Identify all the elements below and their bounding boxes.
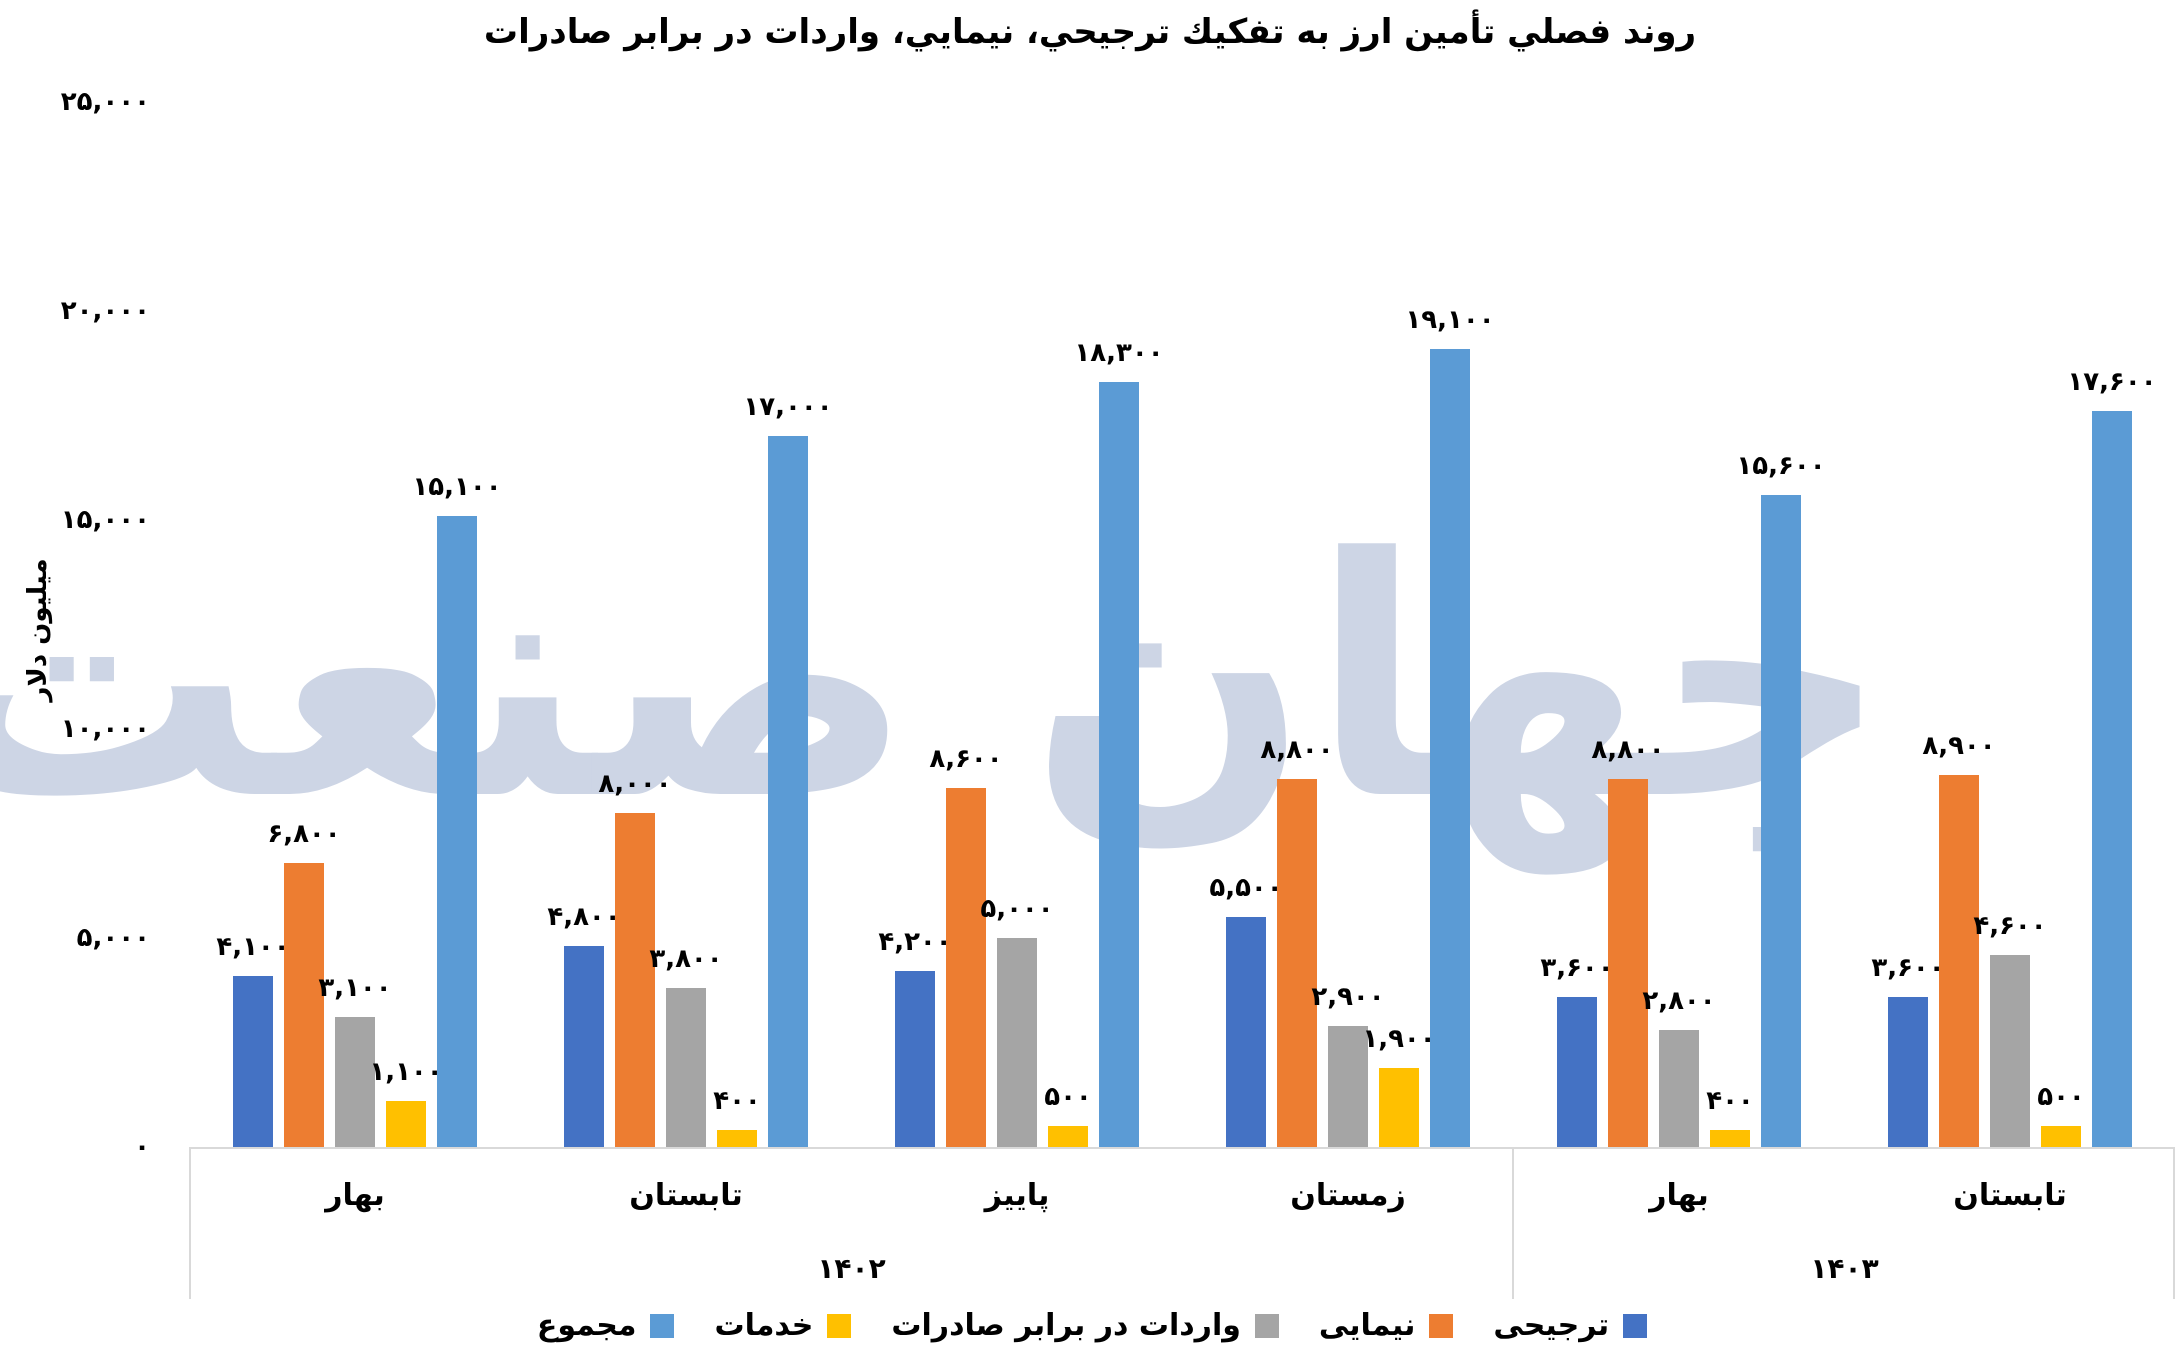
legend-swatch-icon — [650, 1313, 675, 1338]
data-label: ۲,۹۰۰ — [1311, 981, 1385, 1012]
category-label: بهار — [1649, 1178, 1709, 1213]
data-label: ۱۵,۱۰۰ — [412, 471, 502, 502]
legend-label: مجموع — [536, 1308, 637, 1343]
y-tick-label: ۲۵,۰۰۰ — [60, 87, 150, 117]
bar — [1277, 779, 1317, 1147]
legend-swatch-icon — [1254, 1313, 1279, 1338]
legend: ترجیحی نیمایی واردات در برابر صادرات خدمات م… — [0, 1308, 2184, 1343]
data-label: ۳,۸۰۰ — [649, 944, 723, 975]
data-label: ۸,۸۰۰ — [1591, 735, 1665, 766]
bar — [1430, 348, 1470, 1147]
category-label: بهار — [325, 1178, 385, 1213]
legend-label: ترجیحی — [1493, 1308, 1610, 1343]
bar — [1226, 917, 1266, 1147]
bar — [1939, 774, 1979, 1147]
bar — [386, 1101, 426, 1147]
y-tick-label: ۵,۰۰۰ — [76, 923, 150, 953]
year-label: ۱۴۰۲ — [817, 1252, 886, 1285]
bar — [895, 971, 935, 1147]
bar — [1048, 1126, 1088, 1147]
legend-item: ترجیحی — [1493, 1308, 1648, 1343]
bar — [2041, 1126, 2081, 1147]
data-label: ۱,۱۰۰ — [369, 1057, 443, 1088]
legend-swatch-icon — [1429, 1313, 1454, 1338]
data-label: ۳,۶۰۰ — [1540, 952, 1614, 983]
legend-item: مجموع — [537, 1308, 675, 1343]
year-label: ۱۴۰۳ — [1810, 1252, 1879, 1285]
bar — [946, 787, 986, 1147]
data-label: ۸,۸۰۰ — [1260, 735, 1334, 766]
bar — [1990, 954, 2030, 1147]
data-label: ۱۷,۶۰۰ — [2067, 367, 2157, 398]
y-tick-label: ۱۰,۰۰۰ — [60, 714, 150, 744]
category-label: تابستان — [1953, 1178, 2067, 1213]
data-label: ۴۰۰ — [713, 1086, 761, 1117]
legend-item: نیمایی — [1319, 1308, 1454, 1343]
bar — [717, 1130, 757, 1147]
data-label: ۵۰۰ — [2037, 1082, 2085, 1113]
bar — [1557, 996, 1597, 1147]
bar — [1379, 1067, 1419, 1147]
data-label: ۳,۶۰۰ — [1871, 952, 1945, 983]
bar — [1761, 494, 1801, 1147]
data-label: ۱۹,۱۰۰ — [1405, 304, 1495, 335]
data-label: ۵,۰۰۰ — [980, 894, 1054, 924]
data-label: ۶,۸۰۰ — [267, 818, 341, 849]
data-label: ۴,۲۰۰ — [878, 927, 952, 958]
bar — [2092, 411, 2132, 1147]
category-label: زمستان — [1290, 1178, 1406, 1213]
bar — [335, 1017, 375, 1147]
data-label: ۱۵,۶۰۰ — [1736, 450, 1826, 481]
axis-divider-left — [189, 1147, 191, 1299]
bar — [997, 938, 1037, 1147]
legend-swatch-icon — [827, 1313, 852, 1338]
category-axis — [189, 1147, 2175, 1299]
data-label: ۱,۹۰۰ — [1362, 1023, 1436, 1054]
bar — [437, 515, 477, 1147]
data-label: ۵۰۰ — [1044, 1082, 1092, 1113]
data-label: ۲,۸۰۰ — [1642, 985, 1716, 1016]
bar — [615, 812, 655, 1147]
legend-label: واردات در برابر صادرات — [891, 1308, 1241, 1343]
data-label: ۴,۸۰۰ — [547, 902, 621, 933]
y-tick-label: ۰ — [134, 1132, 150, 1162]
y-tick-label: ۱۵,۰۰۰ — [60, 505, 150, 535]
data-label: ۴,۱۰۰ — [216, 931, 290, 962]
bar — [768, 436, 808, 1147]
bar — [284, 862, 324, 1147]
data-label: ۸,۹۰۰ — [1922, 730, 1996, 761]
data-label: ۸,۰۰۰ — [598, 768, 672, 799]
bar — [233, 975, 273, 1147]
category-label: پاییز — [984, 1178, 1050, 1213]
category-label: تابستان — [629, 1178, 743, 1213]
data-label: ۸,۶۰۰ — [929, 743, 1003, 774]
data-label: ۱۸,۳۰۰ — [1074, 338, 1164, 369]
bar — [1099, 382, 1139, 1147]
bar — [1888, 996, 1928, 1147]
chart-title: روند فصلي تأمين ارز به تفكيك ترجيحي، نيم… — [483, 12, 1697, 52]
axis-divider-right — [2173, 1147, 2175, 1299]
legend-label: نیمایی — [1318, 1308, 1416, 1343]
bar — [1608, 779, 1648, 1147]
data-label: ۳,۱۰۰ — [318, 973, 392, 1004]
legend-item: خدمات — [714, 1308, 852, 1343]
bar — [1328, 1025, 1368, 1147]
bar — [666, 988, 706, 1147]
legend-label: خدمات — [714, 1308, 814, 1343]
bar — [564, 946, 604, 1147]
data-label: ۴,۶۰۰ — [1973, 910, 2047, 941]
data-label: ۴۰۰ — [1706, 1086, 1754, 1117]
data-label: ۱۷,۰۰۰ — [743, 392, 833, 423]
axis-divider-year — [1512, 1147, 1514, 1299]
data-label: ۵,۵۰۰ — [1209, 873, 1283, 904]
bar — [1710, 1130, 1750, 1147]
legend-item: واردات در برابر صادرات — [891, 1308, 1279, 1343]
y-tick-label: ۲۰,۰۰۰ — [60, 296, 150, 326]
bar — [1659, 1029, 1699, 1147]
legend-swatch-icon — [1623, 1313, 1648, 1338]
